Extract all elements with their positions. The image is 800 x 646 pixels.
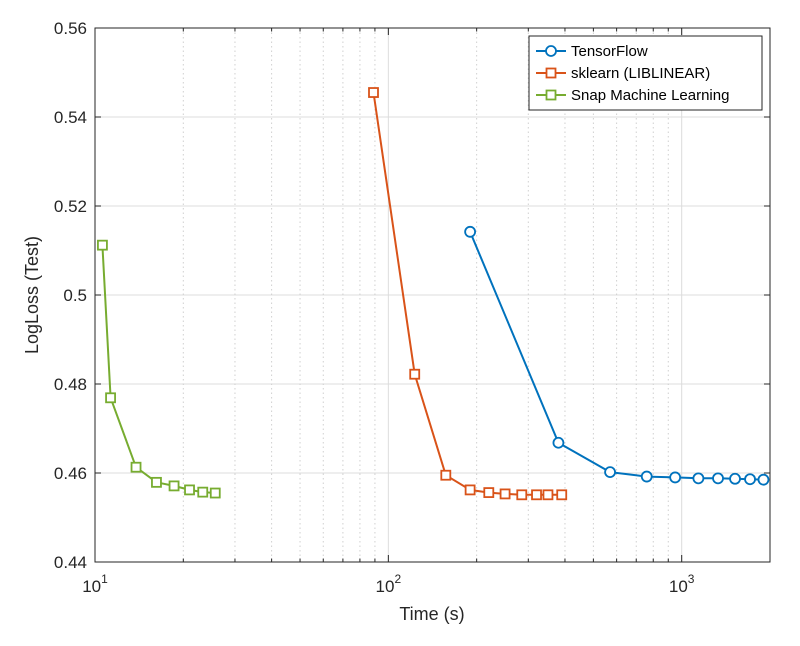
- data-point: [552, 436, 565, 449]
- data-point: [729, 472, 741, 485]
- x-tick-label: 101: [82, 572, 108, 596]
- x-tick-label: 103: [669, 572, 695, 596]
- legend-swatch-marker: [545, 67, 557, 79]
- y-tick-label: 0.46: [54, 464, 87, 483]
- legend-entry: sklearn (LIBLINEAR): [536, 65, 710, 82]
- y-tick-label: 0.54: [54, 108, 87, 127]
- data-point: [499, 488, 511, 500]
- data-point: [464, 225, 477, 238]
- y-tick-label: 0.48: [54, 375, 87, 394]
- legend-label: TensorFlow: [571, 43, 648, 60]
- data-point: [105, 392, 116, 404]
- grid: [95, 28, 771, 562]
- legend: TensorFlow sklearn (LIBLINEAR) Snap Machin…: [528, 35, 763, 111]
- y-tick-label: 0.56: [54, 19, 87, 38]
- data-point: [712, 472, 724, 485]
- data-point: [604, 466, 616, 479]
- legend-entry: TensorFlow: [536, 43, 648, 60]
- x-tick-label: 102: [376, 572, 402, 596]
- series-tensorflow: [464, 225, 770, 486]
- data-point: [440, 469, 452, 481]
- legend-label: Snap Machine Learning: [571, 87, 729, 104]
- x-axis-label: Time (s): [399, 604, 464, 624]
- data-point: [757, 473, 770, 486]
- series-line: [372, 92, 562, 496]
- data-point: [409, 368, 421, 380]
- data-point: [151, 476, 162, 488]
- data-point: [640, 470, 653, 483]
- data-point: [483, 487, 495, 498]
- legend-entry: Snap Machine Learning: [536, 87, 729, 104]
- data-point: [744, 473, 756, 486]
- data-point: [531, 489, 542, 501]
- legend-swatch-marker: [545, 45, 557, 57]
- data-point: [556, 489, 568, 501]
- series-snap-machine-learning: [97, 239, 221, 499]
- data-point: [168, 480, 180, 492]
- data-point: [542, 489, 554, 501]
- data-point: [209, 487, 221, 499]
- data-point: [464, 484, 476, 496]
- data-point: [197, 486, 209, 498]
- legend-swatch-marker: [545, 89, 557, 101]
- data-point: [669, 471, 682, 484]
- legend-box: [528, 35, 763, 111]
- series-line: [469, 231, 764, 481]
- legend-label: sklearn (LIBLINEAR): [571, 65, 710, 82]
- data-point: [516, 489, 528, 501]
- data-point: [130, 461, 142, 473]
- y-tick-label: 0.5: [63, 286, 87, 305]
- series-sklearn-liblinear: [368, 87, 568, 501]
- ticks: 0.44 0.46 0.48 0.5 0.52 0.54 0.56 101 102 103: [54, 19, 771, 596]
- y-axis-label: LogLoss (Test): [22, 236, 42, 354]
- data-point: [368, 87, 379, 98]
- data-point: [184, 484, 195, 496]
- data-point: [97, 239, 108, 251]
- y-tick-label: 0.52: [54, 197, 87, 216]
- data-point: [692, 472, 705, 485]
- y-tick-label: 0.44: [54, 553, 87, 572]
- series-layer: [97, 87, 770, 501]
